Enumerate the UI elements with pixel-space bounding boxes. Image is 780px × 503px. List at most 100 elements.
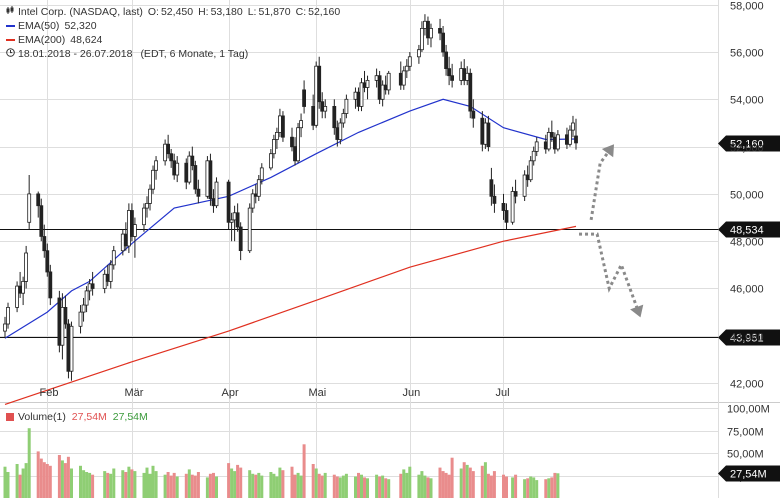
candle-body [151,169,155,190]
candle-body [268,153,273,169]
projection-path [589,145,614,221]
candle-body [175,162,180,176]
level-price-label: 48,534 [730,225,764,237]
candle-body [422,20,427,29]
volume-bar [354,476,357,498]
candle-body [359,82,364,107]
volume-bar [175,476,179,498]
ema200-series [4,225,577,405]
candle-body [274,131,279,140]
ema200-line [4,225,577,405]
volume-bar [275,476,279,498]
projection-arrowhead [630,304,644,318]
candle-body [338,122,343,141]
candle-body [36,193,41,207]
candle-body [42,236,47,252]
candle-body [317,65,322,103]
ema200-swatch [6,39,15,41]
candle-body [18,285,23,294]
volume-bar [278,467,282,498]
candle-body [565,134,569,145]
volume-bar [79,465,82,498]
price-tick-label: 44,000 [730,332,764,344]
volume-bar [532,477,536,498]
volume-bar [523,479,527,498]
volume-last-label: 27,54M [730,469,767,481]
candle-body [105,273,110,282]
candle-body [123,233,128,247]
candle-body [235,212,240,228]
candle-body [142,207,146,226]
last-price-tag [718,135,780,152]
candle-body [81,304,86,313]
candle-body [465,72,470,81]
candle-body [166,143,171,155]
volume-value-secondary: 27,54M [112,411,148,423]
volume-bar [314,468,318,498]
candle-body [450,75,455,81]
candle-body [102,273,107,289]
month-tick-label: Apr [222,387,239,399]
candle-body [398,72,403,86]
candlestick-icon [6,5,15,19]
candle-body [377,75,382,100]
candle-body [3,323,7,332]
volume-bar [332,474,336,498]
open-value: 52,450 [160,6,194,18]
volume-bar [502,474,505,498]
candle-body [45,250,50,273]
volume-bar [142,472,146,498]
month-tick-label: Feb [40,387,59,399]
candle-body [163,143,168,162]
high-value: 53,180 [210,6,243,18]
candle-body [69,325,74,372]
volume-bar [272,473,276,498]
candle-body [277,115,282,133]
candle-body [335,127,340,140]
candle-body [468,72,473,112]
volume-last-tag [718,465,780,482]
candlestick-series [3,14,578,381]
candle-body [184,162,189,183]
candle-body [145,202,149,209]
volume-bar [205,477,209,498]
volume-bar [130,469,134,498]
volume-bar [441,471,445,498]
volume-bar [133,471,137,498]
candle-body [383,84,388,91]
candle-body [169,153,174,162]
candle-body [404,65,409,72]
candle-body [353,91,358,100]
volume-bar [106,472,110,498]
volume-legend: Volume(1) 27,54M 27,54M [6,411,148,423]
volume-bar [338,477,342,498]
candle-body [21,280,26,294]
price-tick-label: 52,000 [730,143,764,155]
candle-body [63,306,68,325]
volume-bar [166,472,170,498]
volume-bar [387,479,391,498]
candle-body [111,250,116,266]
candle-body [419,27,424,51]
candle-body [299,120,304,129]
volume-bar [429,478,433,498]
candle-body [341,113,346,124]
price-axis: 58,000 56,000 54,000 52,000 50,000 48,000 46,0… [730,1,764,391]
candle-body [365,80,370,88]
candle-body [108,264,113,282]
candle-body [510,191,515,223]
volume-bar [103,471,107,498]
volume-bar [320,475,324,498]
legend-range-row: 18.01.2018 - 26.07.2018 (EDT, 6 Monate, … [6,47,340,61]
candle-body [66,323,71,372]
volume-bar [3,466,7,498]
volume-bar [296,472,300,498]
volume-bar [248,470,252,498]
clock-icon [6,47,15,61]
volume-bar [227,463,231,498]
candle-body [386,72,391,91]
volume-bar [381,475,385,498]
volume-tick-label: 75,00M [727,427,764,439]
price-tick-label: 56,000 [730,48,764,60]
